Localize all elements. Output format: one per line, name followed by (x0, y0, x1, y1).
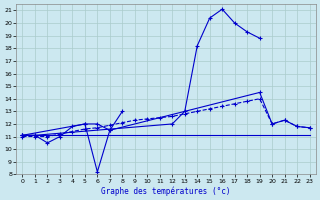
X-axis label: Graphe des températures (°c): Graphe des températures (°c) (101, 186, 231, 196)
